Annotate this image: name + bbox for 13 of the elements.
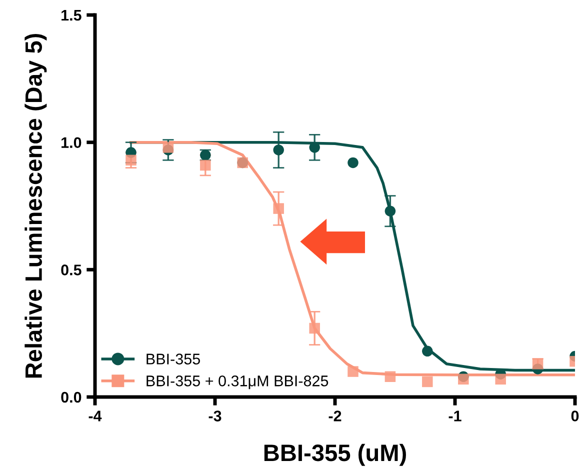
legend-label: BBI-355 + 0.31μM BBI-825 xyxy=(146,376,328,390)
y-tick-label: 0.0 xyxy=(61,392,82,403)
x-tick-label: -1 xyxy=(448,410,462,422)
y-tick-label: 0.5 xyxy=(61,264,82,276)
y-tick-label: 1.0 xyxy=(62,137,82,148)
x-tick-label: -3 xyxy=(208,410,222,422)
x-axis-title: BBI-355 (uM) xyxy=(264,444,406,466)
y-tick-label: 1.5 xyxy=(62,10,82,21)
x-tick-label: 0 xyxy=(571,410,579,422)
x-tick-label: -2 xyxy=(328,410,342,422)
legend-label: BBI-355 xyxy=(146,354,200,364)
y-axis-title: Relative Luminescence (Day 5) xyxy=(24,34,47,378)
x-tick-label: -4 xyxy=(88,410,102,422)
